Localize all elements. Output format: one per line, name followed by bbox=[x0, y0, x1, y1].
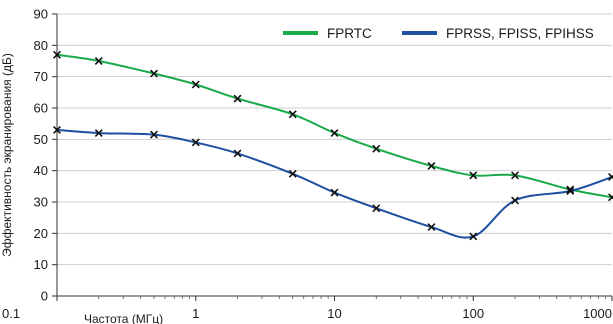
data-point-marker bbox=[372, 144, 381, 153]
x-tick-labels: 0.1 1 10 100 1000 bbox=[2, 306, 612, 321]
x-tick-label: 10 bbox=[327, 306, 341, 321]
data-point-marker bbox=[94, 129, 103, 138]
y-tick-label: 20 bbox=[34, 226, 48, 241]
data-point-marker bbox=[233, 94, 242, 103]
data-point-marker bbox=[427, 162, 436, 170]
x-tick-label: 1 bbox=[192, 306, 199, 321]
y-axis-label: Эффективность экранирования (дБ) bbox=[0, 53, 14, 257]
legend-label: FPRTC bbox=[327, 26, 372, 41]
x-axis-label: Частота (МГц) bbox=[84, 312, 163, 324]
y-tick-label: 60 bbox=[34, 101, 48, 116]
y-tick-label: 90 bbox=[34, 7, 48, 22]
data-point-marker bbox=[566, 187, 575, 195]
grid-lines bbox=[57, 13, 612, 266]
y-tick-label: 50 bbox=[34, 132, 48, 147]
y-tick-label: 40 bbox=[34, 163, 48, 178]
data-point-marker bbox=[427, 223, 436, 232]
data-point-marker bbox=[566, 185, 575, 194]
data-point-marker bbox=[608, 193, 613, 202]
legend-label: FPRSS, FPISS, FPIHSS bbox=[446, 26, 594, 41]
legend: FPRTC FPRSS, FPISS, FPIHSS bbox=[283, 26, 594, 41]
x-tick-label: 1000 bbox=[583, 306, 612, 321]
y-tick-label: 10 bbox=[34, 257, 48, 272]
y-tick-label: 30 bbox=[34, 195, 48, 210]
data-point-marker bbox=[94, 57, 103, 65]
y-tick-labels: 0 10 20 30 40 50 60 70 80 90 bbox=[34, 7, 48, 304]
axes bbox=[52, 13, 613, 301]
data-point-marker bbox=[150, 69, 158, 78]
y-tick-label: 70 bbox=[34, 69, 48, 84]
data-point-marker bbox=[372, 204, 381, 213]
data-point-marker bbox=[288, 110, 297, 119]
x-tick-label: 100 bbox=[462, 306, 484, 321]
x-tick-label: 0.1 bbox=[2, 306, 20, 321]
data-point-marker bbox=[469, 232, 478, 241]
data-point-marker bbox=[53, 125, 61, 134]
data-point-marker bbox=[191, 80, 200, 89]
data-point-marker bbox=[288, 169, 297, 178]
data-point-marker bbox=[150, 130, 158, 139]
y-tick-label: 0 bbox=[41, 289, 48, 304]
data-point-marker bbox=[511, 196, 519, 205]
y-tick-label: 80 bbox=[34, 38, 48, 53]
data-point-marker bbox=[53, 50, 61, 59]
data-point-marker bbox=[191, 138, 200, 147]
data-point-marker bbox=[330, 129, 339, 138]
data-point-marker bbox=[469, 171, 478, 180]
data-point-marker bbox=[233, 149, 242, 158]
series-group bbox=[53, 50, 613, 241]
data-point-marker bbox=[330, 188, 339, 197]
data-point-marker bbox=[608, 172, 613, 181]
data-point-marker bbox=[511, 171, 519, 180]
